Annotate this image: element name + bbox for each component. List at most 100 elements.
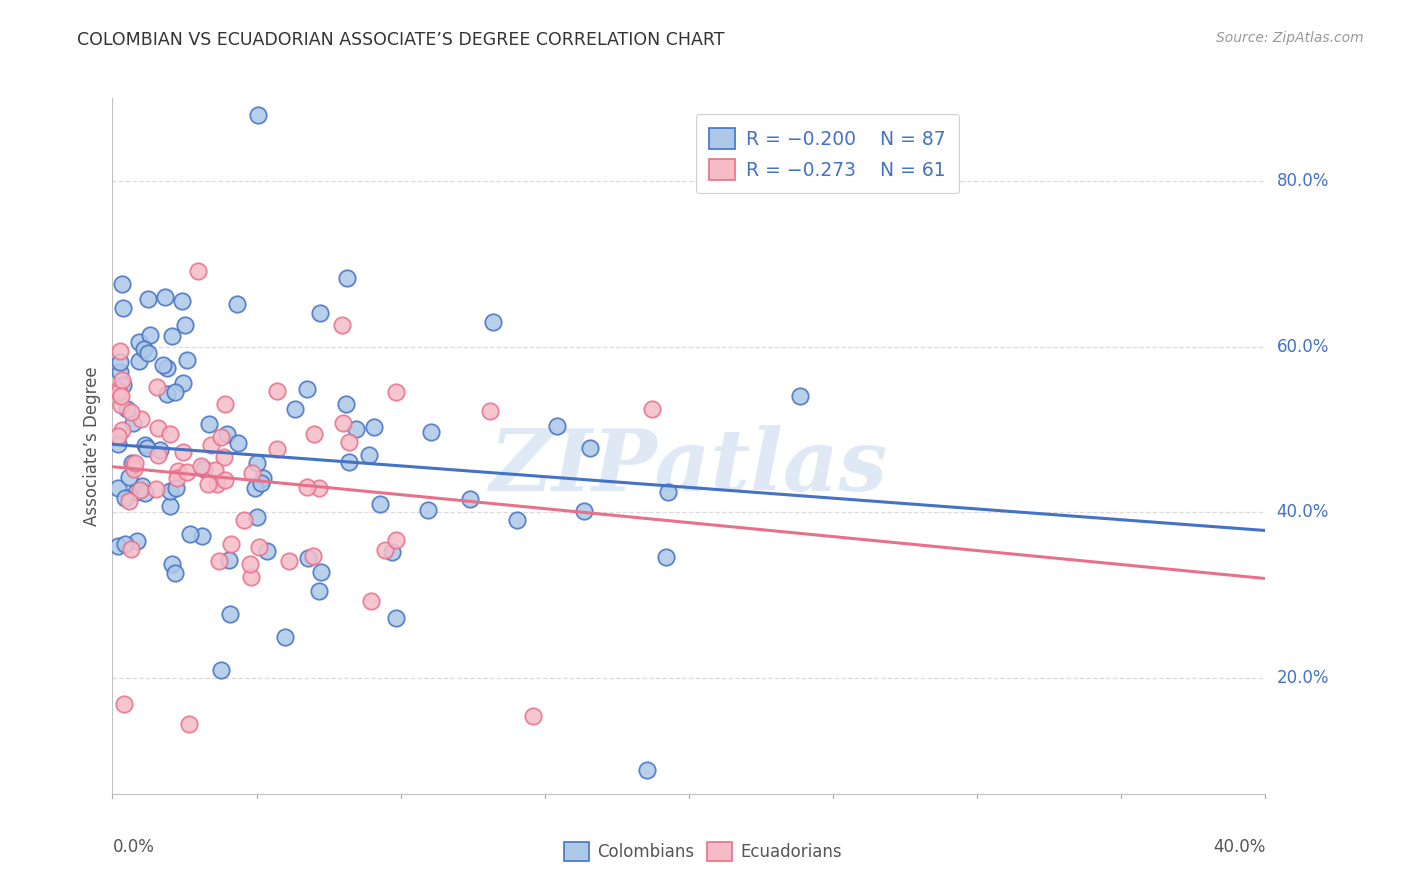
Point <box>240 570 263 584</box>
Point <box>246 456 269 470</box>
Point <box>297 551 319 566</box>
Point <box>110 423 132 437</box>
Point <box>121 456 143 470</box>
Point <box>302 549 325 563</box>
Point <box>360 594 382 608</box>
Point <box>416 502 439 516</box>
Point <box>266 384 288 399</box>
Text: 20.0%: 20.0% <box>1277 669 1329 687</box>
Point <box>636 763 658 777</box>
Point <box>115 401 138 416</box>
Point <box>212 450 235 464</box>
Point <box>152 358 174 372</box>
Point <box>308 481 330 495</box>
Point <box>125 485 148 500</box>
Point <box>381 544 404 558</box>
Point <box>219 537 242 551</box>
Point <box>134 343 156 357</box>
Text: Source: ZipAtlas.com: Source: ZipAtlas.com <box>1216 31 1364 45</box>
Point <box>197 476 219 491</box>
Point <box>243 481 266 495</box>
Point <box>384 611 406 625</box>
Point <box>332 416 354 430</box>
Point <box>136 346 159 360</box>
Point <box>208 554 231 568</box>
Point <box>266 442 288 456</box>
Point <box>458 491 481 506</box>
Point <box>205 476 228 491</box>
Point <box>209 430 232 444</box>
Point <box>190 458 212 473</box>
Point <box>176 353 198 368</box>
Point <box>176 465 198 479</box>
Point <box>107 437 129 451</box>
Point <box>159 427 181 442</box>
Point <box>177 717 200 731</box>
Point <box>114 537 136 551</box>
Point <box>121 458 143 473</box>
Point <box>225 296 247 310</box>
Point <box>204 463 226 477</box>
Point <box>374 543 396 558</box>
Point <box>148 449 170 463</box>
Point <box>219 607 242 621</box>
Point <box>337 435 360 450</box>
Point <box>246 510 269 524</box>
Legend: R = −0.200    N = 87, R = −0.273    N = 61: R = −0.200 N = 87, R = −0.273 N = 61 <box>696 114 959 194</box>
Point <box>129 483 152 497</box>
Point <box>641 402 664 417</box>
Point <box>107 383 129 397</box>
Point <box>578 441 600 455</box>
Point <box>107 428 129 442</box>
Point <box>385 533 408 547</box>
Point <box>111 277 134 291</box>
Text: 40.0%: 40.0% <box>1277 503 1329 521</box>
Point <box>385 384 408 399</box>
Point <box>111 378 134 392</box>
Point <box>136 292 159 306</box>
Point <box>370 497 392 511</box>
Point <box>198 417 221 431</box>
Point <box>120 405 142 419</box>
Point <box>209 663 232 677</box>
Point <box>482 315 505 329</box>
Point <box>173 318 195 332</box>
Point <box>295 382 318 396</box>
Point <box>233 513 256 527</box>
Legend: Colombians, Ecuadorians: Colombians, Ecuadorians <box>557 835 849 868</box>
Point <box>247 540 270 554</box>
Point <box>657 485 679 500</box>
Point <box>179 526 201 541</box>
Point <box>284 402 307 417</box>
Point <box>200 438 222 452</box>
Point <box>215 427 238 442</box>
Point <box>359 448 381 462</box>
Point <box>789 389 811 403</box>
Point <box>166 471 188 485</box>
Point <box>256 544 278 558</box>
Point <box>505 513 527 527</box>
Text: 60.0%: 60.0% <box>1277 337 1329 356</box>
Text: COLOMBIAN VS ECUADORIAN ASSOCIATE’S DEGREE CORRELATION CHART: COLOMBIAN VS ECUADORIAN ASSOCIATE’S DEGR… <box>77 31 725 49</box>
Point <box>330 318 353 332</box>
Point <box>112 301 135 315</box>
Text: 40.0%: 40.0% <box>1213 838 1265 856</box>
Point <box>308 584 330 599</box>
Point <box>118 469 141 483</box>
Text: 80.0%: 80.0% <box>1277 172 1329 190</box>
Point <box>110 398 132 412</box>
Point <box>252 471 274 485</box>
Point <box>159 484 181 499</box>
Point <box>120 541 142 556</box>
Point <box>107 481 129 495</box>
Point <box>108 385 131 400</box>
Point <box>134 486 156 500</box>
Point <box>159 499 181 513</box>
Point <box>136 441 159 455</box>
Point <box>128 353 150 368</box>
Point <box>108 366 131 380</box>
Point <box>122 462 145 476</box>
Point <box>309 565 332 579</box>
Point <box>110 389 132 403</box>
Point <box>226 435 249 450</box>
